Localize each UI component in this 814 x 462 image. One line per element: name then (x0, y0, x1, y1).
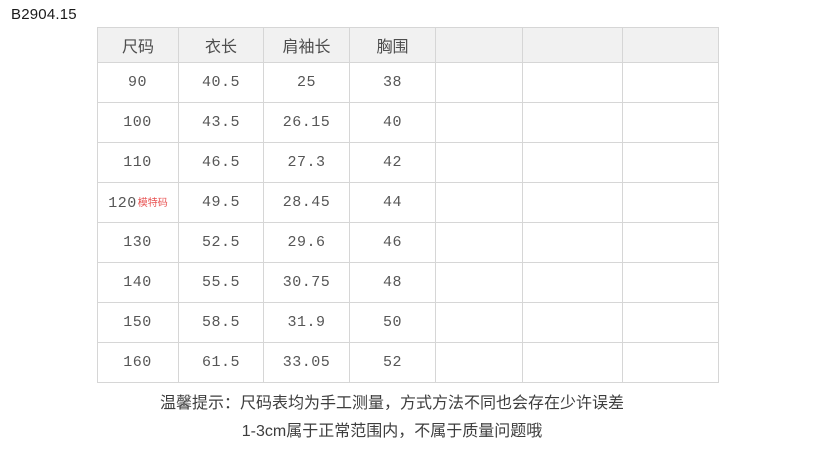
chest-cell: 42 (349, 142, 436, 183)
empty-cell (435, 342, 523, 383)
size-value: 140 (123, 274, 152, 291)
table-row: 120模特码 49.5 28.45 44 (97, 182, 719, 223)
chest-cell: 50 (349, 302, 436, 343)
size-value: 100 (123, 114, 152, 131)
size-value: 150 (123, 314, 152, 331)
header-cell-shoulder-sleeve: 肩袖长 (263, 27, 350, 63)
model-size-tag: 模特码 (137, 197, 168, 209)
empty-cell (522, 102, 623, 143)
size-cell: 90 (97, 62, 179, 103)
header-cell-size: 尺码 (97, 27, 179, 63)
shoulder-sleeve-cell: 33.05 (263, 342, 350, 383)
size-cell: 160 (97, 342, 179, 383)
size-cell: 110 (97, 142, 179, 183)
empty-cell (435, 142, 523, 183)
empty-cell (622, 182, 719, 223)
empty-cell (622, 262, 719, 303)
empty-cell (522, 262, 623, 303)
empty-cell (522, 142, 623, 183)
size-cell: 100 (97, 102, 179, 143)
empty-cell (622, 222, 719, 263)
size-cell: 150 (97, 302, 179, 343)
size-table-header-row: 尺码 衣长 肩袖长 胸围 (97, 27, 719, 63)
shoulder-sleeve-cell: 27.3 (263, 142, 350, 183)
length-cell: 43.5 (178, 102, 264, 143)
table-row: 160 61.5 33.05 52 (97, 342, 719, 383)
empty-cell (522, 342, 623, 383)
empty-cell (622, 102, 719, 143)
size-cell: 140 (97, 262, 179, 303)
length-cell: 52.5 (178, 222, 264, 263)
empty-cell (435, 262, 523, 303)
header-cell-empty (435, 27, 523, 63)
header-cell-empty (622, 27, 719, 63)
chest-cell: 44 (349, 182, 436, 223)
empty-cell (522, 222, 623, 263)
size-value: 160 (123, 354, 152, 371)
size-table: 尺码 衣长 肩袖长 胸围 90 40.5 25 38 100 43.5 (97, 27, 719, 383)
length-cell: 58.5 (178, 302, 264, 343)
size-cell: 130 (97, 222, 179, 263)
shoulder-sleeve-cell: 30.75 (263, 262, 350, 303)
shoulder-sleeve-cell: 28.45 (263, 182, 350, 223)
length-cell: 55.5 (178, 262, 264, 303)
product-code: B2904.15 (11, 6, 77, 23)
size-value: 120 (108, 194, 137, 212)
empty-cell (622, 342, 719, 383)
empty-cell (622, 62, 719, 103)
length-cell: 46.5 (178, 142, 264, 183)
empty-cell (435, 102, 523, 143)
size-value: 90 (127, 74, 147, 91)
chest-cell: 46 (349, 222, 436, 263)
size-cell: 120模特码 (97, 182, 179, 223)
shoulder-sleeve-cell: 26.15 (263, 102, 350, 143)
size-value: 110 (123, 154, 152, 171)
table-row: 90 40.5 25 38 (97, 62, 719, 103)
empty-cell (522, 302, 623, 343)
chest-cell: 38 (349, 62, 436, 103)
table-row: 110 46.5 27.3 42 (97, 142, 719, 183)
table-row: 100 43.5 26.15 40 (97, 102, 719, 143)
measurement-disclaimer: 温馨提示：尺码表均为手工测量，方式方法不同也会存在少许误差 1-3cm属于正常范… (0, 390, 784, 446)
empty-cell (435, 302, 523, 343)
empty-cell (435, 182, 523, 223)
length-cell: 49.5 (178, 182, 264, 223)
shoulder-sleeve-cell: 29.6 (263, 222, 350, 263)
chest-cell: 40 (349, 102, 436, 143)
header-cell-length: 衣长 (178, 27, 264, 63)
size-value: 130 (123, 234, 152, 251)
table-row: 140 55.5 30.75 48 (97, 262, 719, 303)
empty-cell (435, 62, 523, 103)
empty-cell (522, 182, 623, 223)
chest-cell: 52 (349, 342, 436, 383)
header-cell-empty (522, 27, 623, 63)
table-row: 130 52.5 29.6 46 (97, 222, 719, 263)
empty-cell (522, 62, 623, 103)
disclaimer-line-2: 1-3cm属于正常范围内，不属于质量问题哦 (241, 423, 543, 440)
empty-cell (622, 302, 719, 343)
length-cell: 61.5 (178, 342, 264, 383)
disclaimer-line-1: 温馨提示：尺码表均为手工测量，方式方法不同也会存在少许误差 (159, 395, 624, 412)
empty-cell (622, 142, 719, 183)
length-cell: 40.5 (178, 62, 264, 103)
shoulder-sleeve-cell: 31.9 (263, 302, 350, 343)
empty-cell (435, 222, 523, 263)
table-row: 150 58.5 31.9 50 (97, 302, 719, 343)
header-cell-chest: 胸围 (349, 27, 436, 63)
chest-cell: 48 (349, 262, 436, 303)
shoulder-sleeve-cell: 25 (263, 62, 350, 103)
